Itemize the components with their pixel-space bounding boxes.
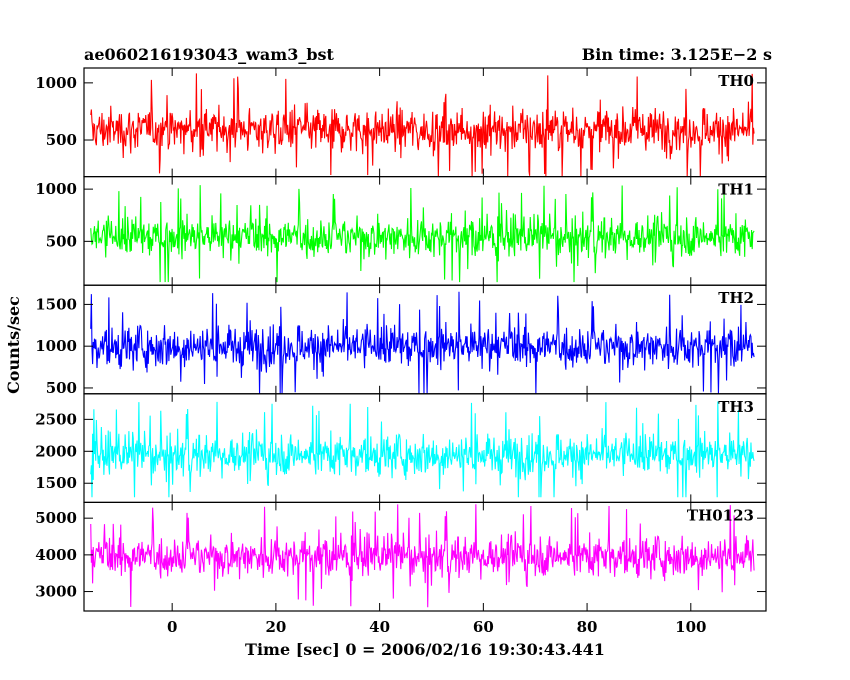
panel-label: TH3: [718, 398, 754, 416]
panel-th0: 500 1000 TH0: [35, 67, 767, 178]
series-th3: [90, 401, 755, 498]
x-tick-label: 40: [369, 618, 390, 636]
series-th0123: [90, 504, 755, 608]
y-tick-label: 500: [46, 232, 77, 250]
y-tick-label: 500: [46, 131, 77, 149]
y-tick-label: 2000: [35, 442, 77, 460]
x-axis-label: Time [sec] 0 = 2006/02/16 19:30:43.441: [245, 640, 605, 659]
panel-th0123: 3000 4000 5000 TH0123: [35, 501, 767, 612]
x-tick-label: 0: [167, 618, 177, 636]
y-tick-label: 1500: [35, 474, 77, 492]
panel-frame: [83, 501, 767, 612]
chart-title-left: ae060216193043_wam3_bst: [84, 45, 335, 64]
series-th0: [90, 73, 755, 177]
x-tick-label: 60: [473, 618, 494, 636]
panel-label: TH0123: [687, 506, 754, 524]
panel-label: TH1: [718, 181, 754, 199]
y-tick-label: 5000: [35, 509, 77, 527]
y-tick-label: 500: [46, 379, 77, 397]
y-tick-label: 3000: [35, 583, 77, 601]
x-tick-label: 80: [577, 618, 598, 636]
panel-th3: 1500 2000 2500 TH3: [35, 393, 767, 503]
y-tick-label: 2500: [35, 410, 77, 428]
series-th2: [90, 291, 755, 394]
y-tick-label: 1000: [35, 74, 77, 92]
panel-th1: 500 1000 TH1: [35, 176, 767, 286]
y-tick-label: 1500: [35, 295, 77, 313]
panel-th2: 500 1000 1500 TH2: [35, 284, 767, 397]
y-tick-label: 4000: [35, 546, 77, 564]
y-tick-label: 1000: [35, 337, 77, 355]
x-tick-label: 20: [265, 618, 286, 636]
y-tick-label: 1000: [35, 180, 77, 198]
panel-label: TH2: [718, 289, 754, 307]
panel-label: TH0: [718, 72, 754, 90]
chart-title-right: Bin time: 3.125E−2 s: [582, 45, 772, 64]
x-tick-label: 100: [675, 618, 706, 636]
series-th1: [90, 185, 755, 283]
y-axis-label: Counts/sec: [4, 296, 23, 394]
